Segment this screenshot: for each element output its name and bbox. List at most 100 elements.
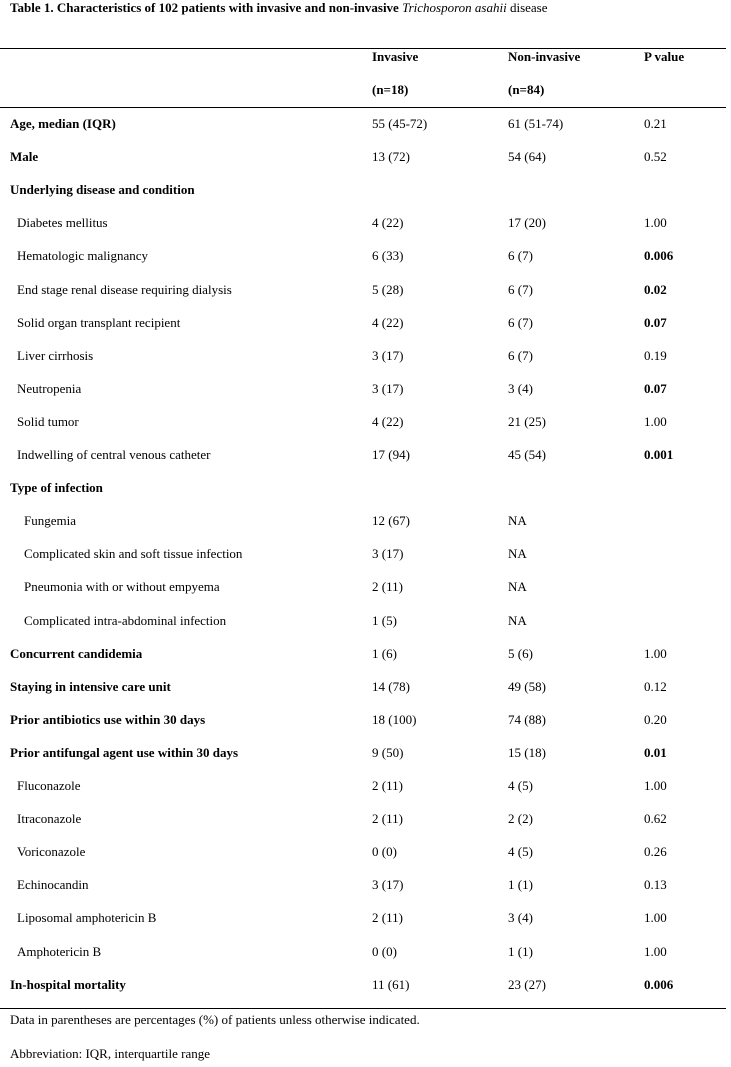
p-value: 0.12 — [644, 678, 667, 694]
invasive-value: 2 (11) — [372, 910, 403, 926]
invasive-value: 17 (94) — [372, 447, 410, 462]
p-value: 0.13 — [644, 877, 667, 893]
noninvasive-value: 6 (7) — [508, 248, 533, 264]
p-value: 1.00 — [644, 413, 667, 429]
invasive-value: 0 (0) — [372, 943, 397, 959]
p-value: 0.62 — [644, 811, 667, 827]
invasive-value: 2 (11) — [372, 778, 403, 793]
row-label: Liver cirrhosis — [17, 347, 94, 363]
invasive-value: 2 (11) — [372, 579, 403, 595]
noninvasive-value: NA — [508, 612, 527, 628]
row-label: Staying in intensive care unit — [10, 678, 171, 694]
p-value: 1.00 — [644, 645, 667, 661]
p-value: 1.00 — [644, 910, 667, 926]
noninvasive-value: 49 (58) — [508, 678, 546, 694]
invasive-value: 5 (28) — [372, 281, 404, 297]
row-label: Diabetes mellitus — [17, 215, 108, 231]
p-value: 0.21 — [644, 116, 667, 131]
p-value: 0.52 — [644, 149, 667, 165]
noninvasive-value: NA — [508, 546, 527, 562]
row-label: End stage renal disease requiring dialys… — [17, 281, 232, 297]
p-value: 1.00 — [644, 215, 667, 231]
row-label: Age, median (IQR) — [10, 116, 116, 131]
row-label: Hematologic malignancy — [17, 248, 149, 264]
header-invasive-n: (n=18) — [372, 82, 409, 97]
row-label: Complicated skin and soft tissue infecti… — [24, 546, 243, 562]
noninvasive-value: 2 (2) — [508, 811, 533, 827]
noninvasive-value: 6 (7) — [508, 347, 533, 363]
p-value: 0.02 — [644, 281, 667, 297]
noninvasive-value: NA — [508, 579, 527, 595]
row-label: Indwelling of central venous catheter — [17, 447, 211, 462]
noninvasive-value: 45 (54) — [508, 447, 546, 462]
row-label: Neutropenia — [17, 380, 82, 396]
noninvasive-value: 3 (4) — [508, 380, 533, 396]
p-value: 0.19 — [644, 347, 667, 363]
invasive-value: 3 (17) — [372, 877, 404, 893]
row-label: Prior antibiotics use within 30 days — [10, 711, 206, 727]
row-label: Voriconazole — [17, 844, 86, 860]
invasive-value: 2 (11) — [372, 811, 403, 827]
row-label: Solid tumor — [17, 413, 79, 429]
bottom-rule — [0, 1008, 726, 1009]
title-prefix: Table 1. Characteristics of 102 patients… — [10, 0, 399, 15]
title-suffix: disease — [509, 0, 548, 15]
invasive-value: 3 (17) — [372, 347, 404, 363]
header-p-value: P value — [644, 49, 685, 64]
row-label: Fungemia — [24, 513, 76, 529]
invasive-value: 12 (67) — [372, 513, 410, 529]
p-value: 0.001 — [644, 447, 674, 462]
invasive-value: 55 (45-72) — [372, 116, 428, 131]
invasive-value: 9 (50) — [372, 744, 404, 760]
noninvasive-value: 61 (51-74) — [508, 116, 564, 131]
p-value: 0.006 — [644, 248, 674, 264]
p-value: 1.00 — [644, 943, 667, 959]
footnote-percentages: Data in parentheses are percentages (%) … — [10, 1012, 420, 1027]
table-title: Table 1. Characteristics of 102 patients… — [10, 0, 548, 16]
top-rule — [0, 48, 726, 49]
noninvasive-value: 15 (18) — [508, 744, 546, 760]
row-label: Underlying disease and condition — [10, 182, 195, 198]
row-label: In-hospital mortality — [10, 976, 126, 992]
p-value: 0.006 — [644, 976, 674, 992]
invasive-value: 3 (17) — [372, 546, 404, 562]
p-value: 0.26 — [644, 844, 667, 860]
header-noninvasive-n: (n=84) — [508, 82, 545, 97]
row-label: Solid organ transplant recipient — [17, 314, 181, 330]
invasive-value: 6 (33) — [372, 248, 404, 264]
p-value: 0.20 — [644, 711, 667, 727]
invasive-value: 4 (22) — [372, 413, 404, 429]
row-label: Pneumonia with or without empyema — [24, 579, 220, 595]
p-value: 0.01 — [644, 744, 667, 760]
noninvasive-value: 4 (5) — [508, 844, 533, 860]
noninvasive-value: 5 (6) — [508, 645, 533, 661]
p-value: 1.00 — [644, 778, 667, 793]
invasive-value: 1 (5) — [372, 612, 397, 628]
row-label: Prior antifungal agent use within 30 day… — [10, 744, 239, 760]
invasive-value: 4 (22) — [372, 314, 404, 330]
noninvasive-value: 1 (1) — [508, 943, 533, 959]
invasive-value: 0 (0) — [372, 844, 397, 860]
noninvasive-value: 23 (27) — [508, 976, 546, 992]
row-label: Itraconazole — [17, 811, 82, 827]
noninvasive-value: 6 (7) — [508, 314, 533, 330]
invasive-value: 1 (6) — [372, 645, 397, 661]
row-label: Liposomal amphotericin B — [17, 910, 157, 926]
header-noninvasive: Non-invasive — [508, 49, 581, 64]
noninvasive-value: 74 (88) — [508, 711, 546, 727]
row-label: Concurrent candidemia — [10, 645, 143, 661]
header-rule — [0, 107, 726, 108]
row-label: Type of infection — [10, 480, 103, 496]
noninvasive-value: 6 (7) — [508, 281, 533, 297]
invasive-value: 3 (17) — [372, 380, 404, 396]
noninvasive-value: 17 (20) — [508, 215, 546, 231]
noninvasive-value: 21 (25) — [508, 413, 546, 429]
invasive-value: 13 (72) — [372, 149, 410, 165]
p-value: 0.07 — [644, 314, 667, 330]
header-invasive: Invasive — [372, 49, 419, 64]
invasive-value: 14 (78) — [372, 678, 410, 694]
noninvasive-value: 1 (1) — [508, 877, 533, 893]
title-species: Trichosporon asahii — [402, 0, 507, 15]
noninvasive-value: 54 (64) — [508, 149, 546, 165]
invasive-value: 18 (100) — [372, 711, 417, 727]
